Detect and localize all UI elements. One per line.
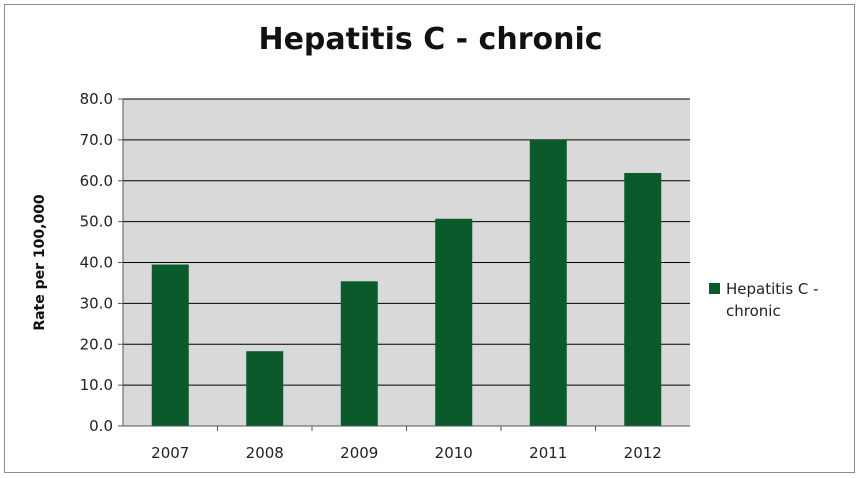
bar-2010 [435, 218, 473, 426]
chart-title: Hepatitis C - chronic [258, 22, 603, 57]
bar-2012 [624, 172, 662, 426]
bar-2011 [529, 139, 567, 426]
x-tick-label: 2009 [340, 444, 378, 462]
y-tick-label: 80.0 [80, 90, 113, 108]
y-tick-label: 30.0 [80, 294, 113, 312]
legend-label: Hepatitis C - chronic [726, 280, 819, 320]
bar-2009 [340, 281, 378, 426]
x-tick-label: 2008 [246, 444, 284, 462]
x-tick-label: 2011 [529, 444, 567, 462]
x-tick-label: 2010 [435, 444, 473, 462]
x-tick-label: 2012 [624, 444, 662, 462]
x-tick-label: 2007 [151, 444, 189, 462]
y-axis-title: Rate per 100,000 [32, 194, 48, 331]
y-tick-label: 70.0 [80, 131, 113, 149]
bar-2007 [151, 264, 189, 426]
bar-2008 [246, 351, 284, 426]
y-tick-label: 40.0 [80, 254, 113, 272]
legend-swatch [709, 283, 720, 294]
y-tick-label: 20.0 [80, 335, 113, 353]
y-tick-label: 60.0 [80, 172, 113, 190]
y-tick-label: 50.0 [80, 213, 113, 231]
y-tick-label: 0.0 [89, 417, 113, 435]
y-tick-label: 10.0 [80, 376, 113, 394]
